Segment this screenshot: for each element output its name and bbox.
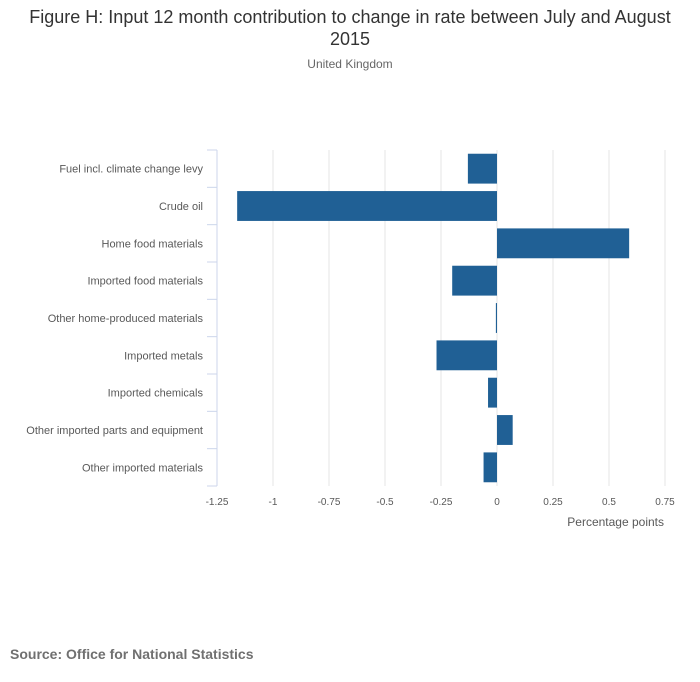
tick-label: 0.75 [655,497,675,508]
bar [467,153,497,184]
bar [452,265,497,296]
bar [237,191,497,221]
category-axis [207,149,218,487]
x-axis-title: Percentage points [567,515,664,529]
bar [497,228,630,259]
category-label: Home food materials [102,238,204,250]
category-label: Imported metals [124,350,203,362]
tick-label: -1 [269,497,278,508]
category-label: Other imported parts and equipment [26,425,203,437]
bar [483,452,497,483]
tick-label: -0.25 [430,497,453,508]
bars [237,153,630,483]
category-label: Imported food materials [87,276,203,288]
category-label: Imported chemicals [108,388,204,400]
category-labels: Fuel incl. climate change levy Crude oil H… [26,164,203,475]
tick-label: 0.25 [543,497,563,508]
tick-label: -1.25 [206,497,229,508]
bar [436,340,497,371]
tick-label: -0.5 [376,497,394,508]
tick-label: 0 [494,497,500,508]
bar [497,415,513,445]
category-label: Crude oil [159,201,203,213]
tick-label: -0.75 [318,497,341,508]
tick-label: 0.5 [602,497,616,508]
category-label: Fuel incl. climate change levy [59,164,203,176]
bar [488,377,497,408]
bar [495,303,497,333]
tick-labels: -1.25 -1 -0.75 -0.5 -0.25 0 0.25 0.5 0.75 [206,497,676,508]
category-label: Other home-produced materials [48,313,204,325]
chart-title: Figure H: Input 12 month contribution to… [29,7,671,49]
source-note: Source: Office for National Statistics [10,646,254,662]
chart-subtitle: United Kingdom [307,57,393,71]
category-label: Other imported materials [82,462,204,474]
